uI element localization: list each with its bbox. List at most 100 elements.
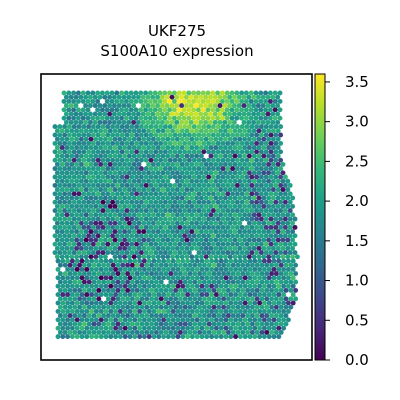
spot	[224, 115, 230, 121]
spot	[213, 300, 219, 306]
spot	[172, 216, 178, 222]
spot	[170, 237, 176, 243]
spot	[233, 317, 239, 323]
spot	[206, 124, 212, 130]
spot	[110, 199, 116, 205]
spot	[93, 334, 99, 340]
spot	[246, 103, 252, 109]
spot	[294, 254, 300, 260]
spot	[129, 313, 135, 319]
spot	[192, 313, 198, 319]
spot	[138, 174, 144, 180]
spot	[246, 203, 252, 209]
spot	[99, 90, 105, 96]
spot	[78, 203, 84, 209]
spot	[275, 237, 281, 243]
spot	[55, 300, 61, 306]
spot	[62, 241, 68, 247]
spot	[267, 98, 273, 104]
spot	[146, 187, 152, 193]
spot	[158, 208, 164, 214]
spot	[269, 313, 275, 319]
spot	[191, 157, 197, 163]
spot	[100, 149, 106, 155]
spot	[188, 94, 194, 100]
spot	[81, 157, 87, 163]
spot	[261, 283, 267, 289]
spot	[270, 119, 276, 125]
spot	[131, 153, 137, 159]
spot	[153, 182, 159, 188]
spot	[122, 153, 128, 159]
spot	[236, 103, 242, 109]
spot	[259, 262, 265, 268]
spot	[66, 166, 72, 172]
spot	[245, 313, 251, 319]
spot	[266, 317, 272, 323]
spot	[141, 325, 147, 331]
spot	[192, 271, 198, 277]
spot	[227, 254, 233, 260]
spot	[215, 199, 221, 205]
spot	[256, 187, 262, 193]
spot	[109, 90, 115, 96]
spot	[110, 166, 116, 172]
spot	[62, 271, 68, 277]
spot	[263, 124, 269, 130]
spot	[158, 329, 164, 335]
spot	[230, 157, 236, 163]
spot	[225, 329, 231, 335]
spot	[125, 262, 131, 268]
spot	[114, 174, 120, 180]
spot	[167, 174, 173, 180]
spot	[59, 178, 65, 184]
spot	[263, 115, 269, 121]
spot	[146, 220, 152, 226]
spot	[189, 128, 195, 134]
spot	[153, 262, 159, 268]
spot	[129, 191, 135, 197]
spot	[218, 195, 224, 201]
spot	[233, 283, 239, 289]
spot	[280, 161, 286, 167]
spot	[196, 157, 202, 163]
spot	[261, 245, 267, 251]
spot	[232, 170, 238, 176]
spot	[62, 279, 68, 285]
spot	[159, 119, 165, 125]
spot	[134, 216, 140, 222]
spot	[122, 128, 128, 134]
spot	[223, 292, 229, 298]
spot	[119, 233, 125, 239]
spot	[246, 94, 252, 100]
spot	[261, 300, 267, 306]
spot	[90, 182, 96, 188]
spot	[213, 170, 219, 176]
spot	[119, 191, 125, 197]
spot	[86, 199, 92, 205]
spot	[95, 224, 101, 230]
spot	[151, 266, 157, 272]
spot	[153, 271, 159, 277]
spot	[201, 329, 207, 335]
spot	[234, 124, 240, 130]
spot	[187, 313, 193, 319]
spot	[258, 90, 264, 96]
spot	[98, 153, 104, 159]
spot	[204, 283, 210, 289]
spot	[124, 140, 130, 146]
spot	[97, 103, 103, 109]
spot	[136, 254, 142, 260]
spot	[110, 279, 116, 285]
spot	[87, 111, 93, 117]
spot	[234, 149, 240, 155]
spot	[203, 103, 209, 109]
spot	[177, 157, 183, 163]
spot	[88, 195, 94, 201]
spot	[225, 262, 231, 268]
spot	[72, 329, 78, 335]
spot	[64, 153, 70, 159]
spot	[144, 262, 150, 268]
spot	[67, 279, 73, 285]
spot	[66, 98, 72, 104]
